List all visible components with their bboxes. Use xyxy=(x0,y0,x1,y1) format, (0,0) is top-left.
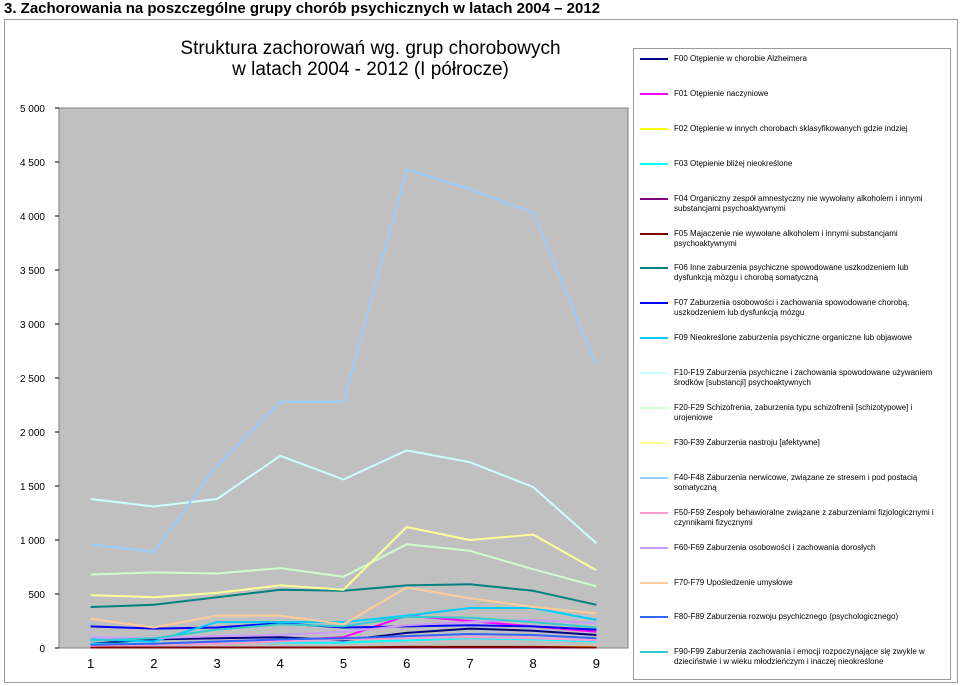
series-line xyxy=(90,615,597,642)
page-heading: 3. Zachorowania na poszczególne grupy ch… xyxy=(4,0,601,17)
legend-swatch xyxy=(640,127,668,130)
legend-item: F07 Zaburzenia osobowości i zachowania s… xyxy=(634,295,950,330)
legend-label: F20-F29 Schizofrenia, zaburzenia typu sc… xyxy=(674,403,913,422)
x-tick-label: 3 xyxy=(213,656,220,671)
legend-label: F06 Inne zaburzenia psychiczne spowodowa… xyxy=(674,263,909,283)
legend-item: F03 Otępienie bliżej nieokreślone xyxy=(634,156,950,191)
legend-item: F40-F48 Zaburzenia nerwicowe, związane z… xyxy=(634,470,950,505)
legend-swatch xyxy=(640,337,668,340)
legend-item: F90-F99 Zaburzenia zachowania i emocji r… xyxy=(634,644,950,679)
legend-item: F50-F59 Zespoły behawioralne związane z … xyxy=(634,505,950,540)
y-tick-label: 1 500 xyxy=(20,482,45,493)
legend-item: F02 Otępienie w innych chorobach sklasyf… xyxy=(634,121,950,156)
y-tick-label: 3 000 xyxy=(20,320,45,331)
legend-item: F20-F29 Schizofrenia, zaburzenia typu sc… xyxy=(634,400,950,435)
y-tick-label: 3 500 xyxy=(20,266,45,277)
legend-swatch xyxy=(640,372,668,375)
legend-swatch xyxy=(640,546,668,549)
legend-item: F60-F69 Zaburzenia osobowości i zachowan… xyxy=(634,540,950,575)
legend-swatch xyxy=(640,407,668,409)
legend-item: F00 Otępienie w chorobie Alzheimera xyxy=(634,51,950,86)
y-tick-label: 2 500 xyxy=(20,374,45,385)
y-tick-label: 4 000 xyxy=(20,212,45,223)
legend-swatch xyxy=(640,267,668,270)
legend-swatch xyxy=(640,197,668,200)
legend-label: F04 Organiczny zespół amnestyczny nie wy… xyxy=(674,193,923,213)
chart-title: Struktura zachorowań wg. grup chorobowyc… xyxy=(158,38,583,80)
series-line xyxy=(90,622,597,631)
legend-item: F70-F79 Upośledzenie umysłowe xyxy=(634,575,950,610)
y-tick-label: 0 xyxy=(39,644,45,655)
x-tick-label: 4 xyxy=(277,656,284,671)
legend-label: F09 Nieokreślone zaburzenia psychiczne o… xyxy=(674,333,912,343)
legend-swatch xyxy=(640,58,668,60)
legend-label: F07 Zaburzenia osobowości i zachowania s… xyxy=(674,298,910,318)
x-tick-label: 8 xyxy=(530,656,537,671)
x-tick-label: 2 xyxy=(150,656,157,671)
x-tick-label: 9 xyxy=(593,656,600,671)
legend-item: F01 Otępienie naczyniowe xyxy=(634,86,950,121)
series-line xyxy=(90,168,598,553)
legend-item: F30-F39 Zaburzenia nastroju [afektywne] xyxy=(634,435,950,470)
plot-area xyxy=(58,107,629,649)
legend-label: F01 Otępienie naczyniowe xyxy=(674,88,769,98)
series-line xyxy=(90,449,598,544)
y-tick-label: 5 000 xyxy=(20,104,45,115)
y-tick-label: 1 000 xyxy=(20,536,45,547)
series-line xyxy=(90,583,597,608)
legend-label: F02 Otępienie w innych chorobach sklasyf… xyxy=(674,123,908,133)
chart-title-line-2: w latach 2004 - 2012 (I półrocze) xyxy=(232,59,509,80)
chart-legend: F00 Otępienie w chorobie Alzheimera F01 O… xyxy=(633,48,951,680)
legend-label: F00 Otępienie w chorobie Alzheimera xyxy=(674,54,807,63)
legend-swatch xyxy=(640,476,668,479)
x-tick-label: 7 xyxy=(466,656,473,671)
legend-label: F50-F59 Zespoły behawioralne związane z … xyxy=(674,507,934,527)
legend-item: F80-F89 Zaburzenia rozwoju psychicznego … xyxy=(634,609,950,644)
legend-item: F09 Nieokreślone zaburzenia psychiczne o… xyxy=(634,330,950,365)
legend-swatch xyxy=(640,92,668,95)
legend-swatch xyxy=(640,651,668,654)
legend-swatch xyxy=(640,581,668,584)
y-tick-label: 500 xyxy=(28,590,45,601)
legend-label: F30-F39 Zaburzenia nastroju [afektywne] xyxy=(674,437,820,447)
legend-label: F80-F89 Zaburzenia rozwoju psychicznego … xyxy=(674,612,899,622)
legend-label: F03 Otępienie bliżej nieokreślone xyxy=(674,158,793,168)
chart-title-line-1: Struktura zachorowań wg. grup chorobowyc… xyxy=(180,38,561,59)
legend-label: F10-F19 Zaburzenia psychiczne i zachowan… xyxy=(674,368,933,388)
series-line xyxy=(90,636,597,647)
legend-swatch xyxy=(640,162,668,165)
x-tick-label: 1 xyxy=(87,656,94,671)
legend-item: F04 Organiczny zespół amnestyczny nie wy… xyxy=(634,191,950,226)
legend-label: F60-F69 Zaburzenia osobowości i zachowan… xyxy=(674,542,876,552)
series-line xyxy=(90,645,597,649)
legend-swatch xyxy=(640,302,668,305)
legend-label: F40-F48 Zaburzenia nerwicowe, związane z… xyxy=(674,472,918,492)
legend-label: F90-F99 Zaburzenia zachowania i emocji r… xyxy=(674,647,925,667)
legend-swatch xyxy=(640,511,668,514)
legend-swatch xyxy=(640,616,668,619)
legend-swatch xyxy=(640,441,668,444)
series-line xyxy=(90,586,597,629)
x-tick-label: 6 xyxy=(403,656,410,671)
y-tick-label: 2 000 xyxy=(20,428,45,439)
y-tick-label: 4 500 xyxy=(20,158,45,169)
series-line xyxy=(90,526,597,599)
legend-swatch xyxy=(640,232,668,235)
legend-label: F70-F79 Upośledzenie umysłowe xyxy=(674,577,793,587)
legend-item: F05 Majaczenie nie wywołane alkoholem i … xyxy=(634,226,950,261)
series-line xyxy=(90,633,597,646)
x-tick-label: 5 xyxy=(340,656,347,671)
legend-item: F06 Inne zaburzenia psychiczne spowodowa… xyxy=(634,260,950,295)
legend-item: F10-F19 Zaburzenia psychiczne i zachowan… xyxy=(634,365,950,400)
series-line xyxy=(90,543,597,588)
legend-label: F05 Majaczenie nie wywołane alkoholem i … xyxy=(674,228,898,248)
